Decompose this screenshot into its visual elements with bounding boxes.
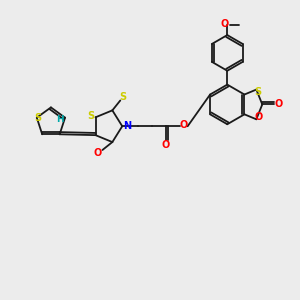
- Text: S: S: [87, 111, 94, 121]
- Text: S: S: [255, 86, 262, 97]
- Text: N: N: [123, 121, 131, 131]
- Text: H: H: [56, 115, 64, 124]
- Text: O: O: [162, 140, 170, 150]
- Text: S: S: [34, 113, 41, 123]
- Text: S: S: [120, 92, 127, 103]
- Text: O: O: [220, 19, 228, 29]
- Text: O: O: [180, 120, 188, 130]
- Text: O: O: [275, 99, 283, 110]
- Text: O: O: [93, 148, 102, 158]
- Text: O: O: [254, 112, 262, 122]
